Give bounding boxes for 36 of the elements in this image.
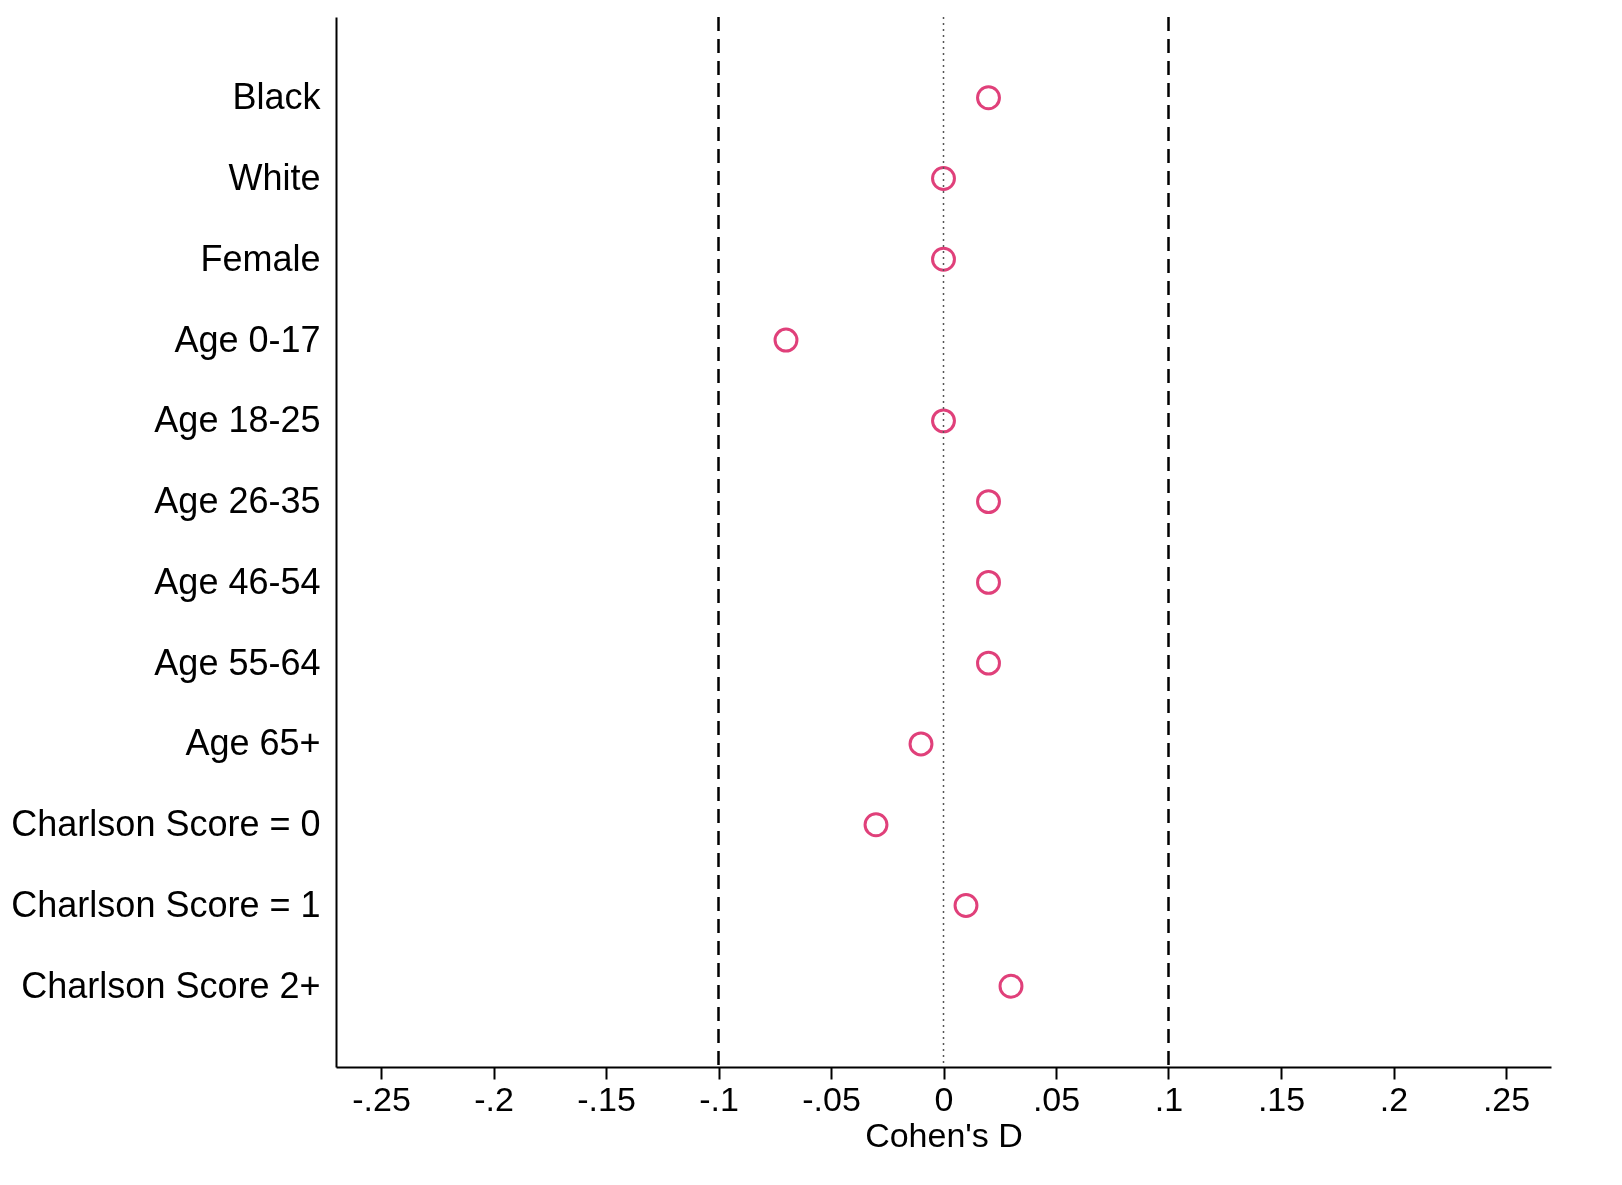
x-tick-label: .15: [1257, 1079, 1306, 1118]
y-tick-label: Age 18-25: [154, 399, 321, 441]
x-tick-label: -.05: [802, 1079, 861, 1118]
y-tick-label: Age 0-17: [174, 318, 321, 360]
x-tick-label: 0: [934, 1079, 954, 1118]
y-tick-label: Charlson Score 2+: [21, 964, 321, 1006]
y-tick-label: Black: [232, 76, 322, 118]
y-tick-label: White: [228, 157, 321, 199]
x-tick-label: .25: [1482, 1079, 1531, 1118]
y-tick-label: Female: [200, 237, 321, 279]
point: [863, 812, 889, 838]
y-tick-label: Age 26-35: [154, 480, 321, 522]
y-tick-label: Charlson Score = 0: [11, 803, 321, 845]
y-tick-label: Charlson Score = 1: [11, 883, 321, 925]
x-axis-title: Cohen's D: [865, 1115, 1023, 1154]
x-tick-label: .05: [1032, 1079, 1081, 1118]
point: [976, 569, 1001, 595]
x-tick-label: .2: [1379, 1079, 1409, 1118]
point: [953, 893, 979, 918]
point: [976, 650, 1001, 676]
x-tick-label: -.2: [474, 1079, 514, 1118]
y-tick-label: Age 46-54: [154, 560, 321, 602]
y-tick-label: Age 65+: [185, 722, 321, 764]
point: [931, 166, 956, 191]
x-tick-label: .1: [1154, 1079, 1184, 1118]
point: [998, 973, 1024, 999]
point: [773, 327, 799, 353]
x-tick-label: -.1: [699, 1079, 739, 1118]
x-tick-label: -.15: [577, 1079, 636, 1118]
point: [976, 489, 1001, 515]
y-tick-label: Age 55-64: [154, 641, 321, 683]
point: [976, 85, 1001, 111]
point: [931, 408, 956, 434]
x-tick-label: -.25: [352, 1079, 411, 1118]
point: [908, 731, 934, 757]
point: [931, 246, 956, 272]
